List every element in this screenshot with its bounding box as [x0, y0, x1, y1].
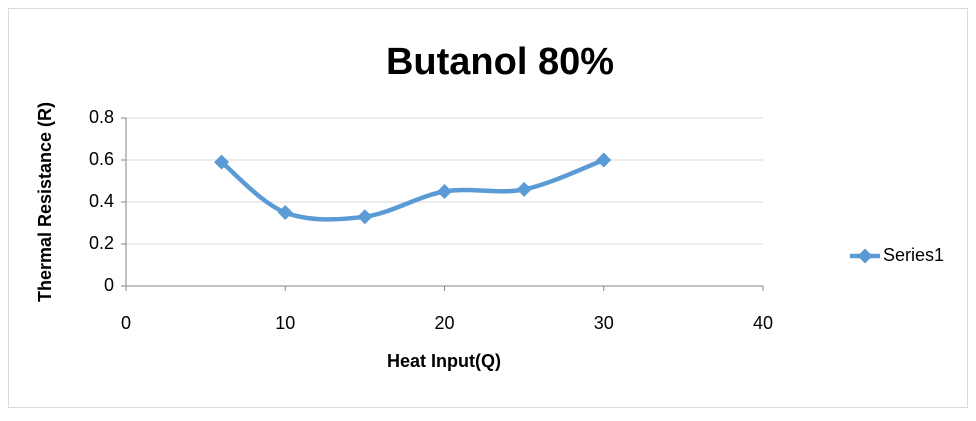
- y-tick-label: 0: [104, 275, 114, 295]
- chart-title: Butanol 80%: [386, 41, 614, 83]
- y-tick-label: 0.2: [89, 233, 114, 253]
- legend-label: Series1: [883, 245, 944, 265]
- x-tick-label: 30: [594, 313, 614, 333]
- x-tick-label: 0: [121, 313, 131, 333]
- chart-border: [8, 8, 968, 408]
- y-axis-label: Thermal Resistance (R): [35, 102, 55, 302]
- marker: [214, 154, 230, 170]
- marker: [277, 205, 293, 220]
- marker: [516, 181, 532, 197]
- x-tick-label: 40: [753, 313, 773, 333]
- legend-marker: [857, 248, 873, 264]
- x-tick-label: 20: [434, 313, 454, 333]
- x-axis-label: Heat Input(Q): [387, 351, 501, 371]
- marker: [357, 209, 373, 225]
- marker: [596, 152, 612, 168]
- y-tick-label: 0.4: [89, 191, 114, 211]
- marker: [437, 184, 452, 199]
- y-tick-label: 0.6: [89, 149, 114, 169]
- y-tick-label: 0.8: [89, 107, 114, 127]
- series-line: [219, 157, 606, 222]
- x-tick-label: 10: [275, 313, 295, 333]
